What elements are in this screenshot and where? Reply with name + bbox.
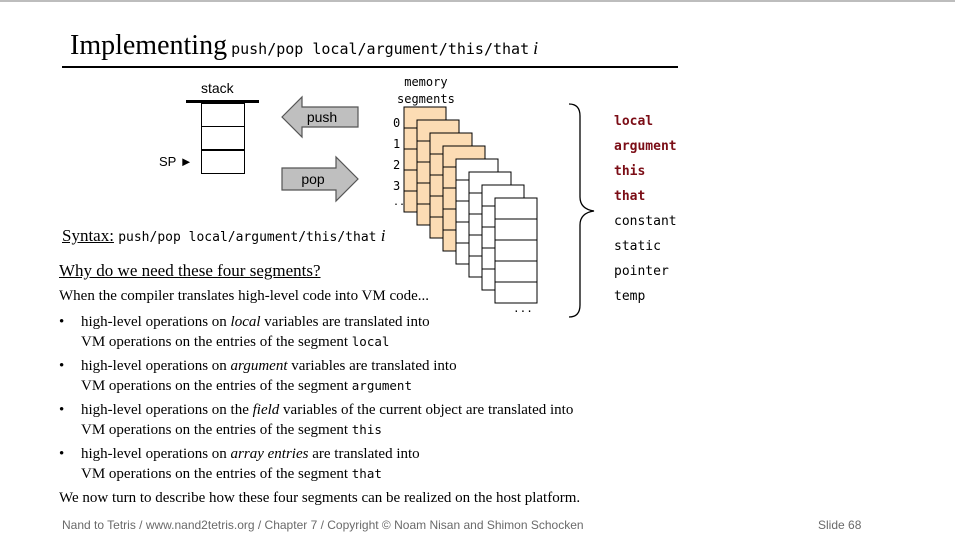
bullet-text: high-level operations on the xyxy=(81,402,253,418)
pop-arrow-icon: pop xyxy=(281,155,359,203)
memory-label-line1: memory xyxy=(404,75,448,89)
bullet-dot: • xyxy=(59,358,65,374)
bullet-text: are translated into xyxy=(308,446,420,462)
index-more: ... xyxy=(393,197,412,208)
segment-ellipsis: ... xyxy=(513,302,533,315)
sp-text: SP xyxy=(159,154,177,169)
push-label: push xyxy=(307,109,337,125)
index-2: 2 xyxy=(393,158,401,172)
bullet-text: high-level operations on xyxy=(81,446,231,462)
footer-copyright: Nand to Tetris / www.nand2tetris.org / C… xyxy=(62,518,584,532)
bullet-dot: • xyxy=(59,314,65,330)
outro-text: We now turn to describe how these four s… xyxy=(59,490,581,506)
bullet-code: that xyxy=(351,466,382,481)
slide-title: Implementing push/pop local/argument/thi… xyxy=(70,30,538,62)
title-underline xyxy=(62,66,678,68)
title-main: Implementing xyxy=(70,30,228,61)
syntax-code: push/pop local/argument/this/that xyxy=(118,230,377,245)
stack-top-bar xyxy=(186,100,259,103)
title-code: push/pop local/argument/this/that xyxy=(231,40,530,58)
segment-list: local argument this that constant static… xyxy=(614,112,677,312)
bullet-emphasis: field xyxy=(252,402,280,418)
index-3: 3 xyxy=(393,179,401,193)
segment-constant: constant xyxy=(614,214,677,229)
bullet-text: VM operations on the entries of the segm… xyxy=(81,378,352,394)
stack-cell xyxy=(201,126,245,150)
segment-pointer: pointer xyxy=(614,264,669,279)
pop-label: pop xyxy=(301,171,325,187)
bullet-dot: • xyxy=(59,402,65,418)
memory-label-line2: segments xyxy=(397,92,455,106)
segment-static: static xyxy=(614,239,661,254)
slide-number: Slide 68 xyxy=(818,518,862,532)
bullet-text: VM operations on the entries of the segm… xyxy=(81,466,352,482)
bullet-text: variables of the current object are tran… xyxy=(279,402,574,418)
memory-segment-sheet xyxy=(494,197,538,304)
segment-argument: argument xyxy=(614,139,677,154)
segment-that: that xyxy=(614,189,646,204)
stack-cell xyxy=(201,103,245,127)
why-heading: Why do we need these four segments? xyxy=(59,261,321,280)
index-0: 0 xyxy=(393,116,401,130)
bullet-code: this xyxy=(351,422,382,437)
bullet-dot: • xyxy=(59,446,65,462)
syntax-label: Syntax: xyxy=(62,226,114,245)
bullet-text: VM operations on the entries of the segm… xyxy=(81,422,352,438)
push-arrow-icon: push xyxy=(281,95,359,139)
bullet-emphasis: local xyxy=(230,314,261,330)
bullet-emphasis: array entries xyxy=(230,446,309,462)
bullet-code: argument xyxy=(351,378,412,393)
brace-icon xyxy=(568,103,595,318)
bullet-text: high-level operations on xyxy=(81,314,231,330)
segment-this: this xyxy=(614,164,646,179)
bullet-text: variables are translated into xyxy=(287,358,457,374)
bullet-text: variables are translated into xyxy=(260,314,430,330)
memory-segments-diagram xyxy=(403,106,538,304)
stack-label: stack xyxy=(201,80,234,96)
title-italic: i xyxy=(533,38,539,58)
intro-text: When the compiler translates high-level … xyxy=(59,288,430,304)
top-border xyxy=(0,0,955,2)
segment-local: local xyxy=(614,114,654,129)
stack-cell xyxy=(201,150,245,174)
segment-temp: temp xyxy=(614,289,646,304)
memory-segments-label: memory segments xyxy=(397,74,455,108)
bullet-emphasis: argument xyxy=(230,358,288,374)
syntax-italic: i xyxy=(380,226,386,245)
syntax-line: Syntax: push/pop local/argument/this/tha… xyxy=(62,226,385,246)
sp-label: SP ► xyxy=(159,154,193,169)
bullet-text: high-level operations on xyxy=(81,358,231,374)
bullet-code: local xyxy=(351,334,390,349)
index-1: 1 xyxy=(393,137,401,151)
bullet-text: VM operations on the entries of the segm… xyxy=(81,334,352,350)
